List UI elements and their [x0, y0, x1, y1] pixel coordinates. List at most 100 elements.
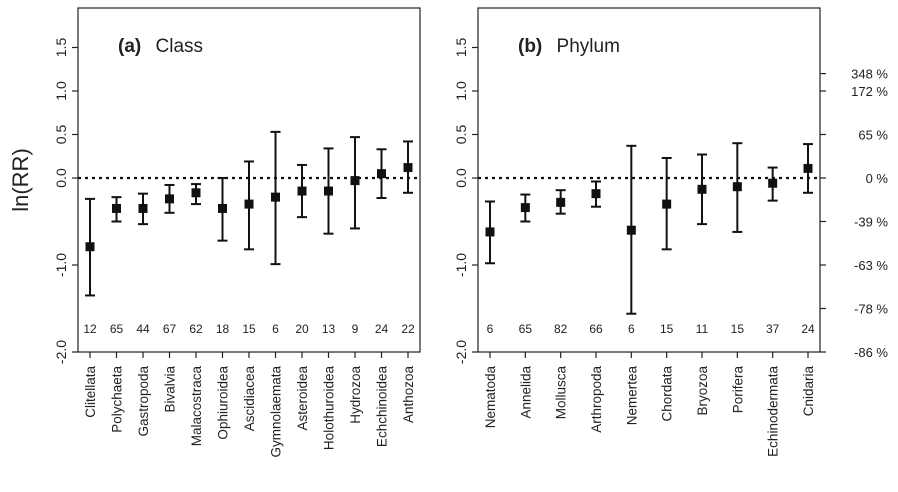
point-estimate: [271, 192, 280, 202]
sample-size-label: 13: [322, 322, 336, 336]
sample-size-label: 12: [83, 322, 97, 336]
point-estimate: [350, 176, 360, 186]
sample-size-label: 24: [375, 322, 389, 336]
category-label: Annelida: [518, 366, 533, 419]
sample-size-label: 6: [272, 322, 279, 336]
point-estimate: [112, 203, 121, 213]
sample-size-label: 6: [487, 322, 494, 336]
sample-size-label: 20: [295, 322, 309, 336]
point-estimate: [403, 163, 413, 173]
right-tick-label: -39 %: [854, 215, 888, 230]
sample-size-label: 37: [766, 322, 780, 336]
y-tick-label: 1.5: [53, 38, 69, 58]
point-estimate: [85, 242, 95, 252]
sample-size-label: 18: [216, 322, 230, 336]
right-tick-label: 172 %: [851, 84, 888, 99]
panel-class: ln(RR) (a) Class -2.0 -1.0 0.0 0.5 1.0 1.5 Cl…: [8, 7, 421, 458]
category-label: Echinodermata: [766, 366, 781, 457]
category-label: Gastropoda: [136, 366, 151, 437]
category-label: Polychaeta: [110, 366, 125, 433]
y-tick-label: 0.0: [53, 168, 69, 188]
category-label: Echchinoidea: [375, 366, 390, 448]
y-tick-label: 0.0: [453, 168, 469, 188]
svg-text:(b) Phylum: (b) Phylum: [518, 36, 620, 57]
right-tick-label: 65 %: [858, 128, 888, 143]
category-label: Anthozoa: [401, 366, 416, 424]
sample-size-label: 44: [136, 322, 150, 336]
panel-b-frame: [477, 7, 821, 353]
sample-size-label: 66: [589, 322, 603, 336]
y-tick-label: 1.5: [453, 38, 469, 58]
point-estimate: [165, 194, 174, 204]
category-label: Bivalvia: [163, 366, 178, 413]
panel-b-letter: (b): [518, 36, 542, 57]
sample-size-label: 6: [628, 322, 635, 336]
sample-size-label: 15: [660, 322, 674, 336]
point-estimate: [556, 197, 566, 207]
y-tick-label: 1.0: [53, 81, 69, 101]
sample-size-label: 65: [519, 322, 533, 336]
sample-size-label: 67: [163, 322, 177, 336]
point-estimate: [803, 163, 813, 173]
point-estimate: [732, 182, 742, 192]
point-estimate: [485, 227, 495, 237]
point-estimate: [697, 184, 707, 194]
y-tick-label: -1.0: [453, 253, 469, 277]
panel-phylum: (b) Phylum -2.0 -1.0 0.0 0.5 1.0 1.5 348 % 172…: [453, 7, 889, 457]
point-estimate: [591, 189, 601, 199]
sample-size-label: 62: [189, 322, 203, 336]
category-label: Mollusca: [554, 366, 569, 420]
category-label: Asteroidea: [295, 366, 310, 431]
category-label: Arthropoda: [589, 366, 604, 433]
sample-size-label: 15: [242, 322, 256, 336]
category-label: Gymnolaemata: [269, 366, 284, 458]
category-label: Ascidiacea: [242, 366, 257, 432]
point-estimate: [191, 188, 201, 198]
category-label: Bryozoa: [695, 366, 710, 416]
point-estimate: [244, 199, 254, 209]
y-tick-label: 1.0: [453, 81, 469, 101]
sample-size-label: 9: [352, 322, 359, 336]
category-label: Ophiuroidea: [216, 366, 231, 440]
panel-a-letter: (a): [118, 36, 141, 57]
y-axis-label: ln(RR): [8, 148, 33, 212]
right-tick-label: -86 %: [854, 345, 888, 360]
point-estimate: [626, 225, 636, 235]
y-tick-label: -2.0: [453, 340, 469, 364]
y-tick-label: 0.5: [53, 125, 69, 145]
sample-size-label: 11: [696, 322, 709, 336]
panel-b-title: Phylum: [557, 36, 620, 57]
point-estimate: [218, 203, 227, 213]
right-tick-label: -63 %: [854, 258, 888, 273]
point-estimate: [324, 186, 333, 196]
point-estimate: [662, 199, 672, 209]
point-estimate: [520, 203, 530, 213]
category-label: Clitellata: [83, 366, 98, 418]
y-tick-label: -2.0: [53, 340, 69, 364]
point-estimate: [138, 203, 148, 213]
sample-size-label: 15: [731, 322, 745, 336]
sample-size-label: 24: [801, 322, 815, 336]
category-label: Malacostraca: [189, 366, 204, 447]
category-label: Cnidaria: [801, 366, 816, 417]
right-tick-label: 348 %: [851, 67, 888, 82]
right-tick-label: -78 %: [854, 302, 888, 317]
y-tick-label: -1.0: [53, 253, 69, 277]
point-estimate: [768, 178, 778, 188]
sample-size-label: 22: [401, 322, 415, 336]
category-label: Nemertea: [624, 366, 639, 426]
right-tick-label: 0 %: [866, 171, 889, 186]
category-label: Holothuroidea: [322, 366, 337, 451]
category-label: Hydrozoa: [348, 366, 363, 424]
panel-a-title: Class: [156, 36, 204, 57]
category-label: Porifera: [730, 366, 745, 414]
y-tick-label: 0.5: [453, 125, 469, 145]
point-estimate: [297, 186, 307, 196]
sample-size-label: 65: [110, 322, 124, 336]
sample-size-label: 82: [554, 322, 568, 336]
category-label: Chordata: [660, 366, 675, 422]
svg-text:(a) Class: (a) Class: [118, 36, 203, 57]
point-estimate: [377, 169, 386, 179]
category-label: Nematoda: [483, 366, 498, 429]
